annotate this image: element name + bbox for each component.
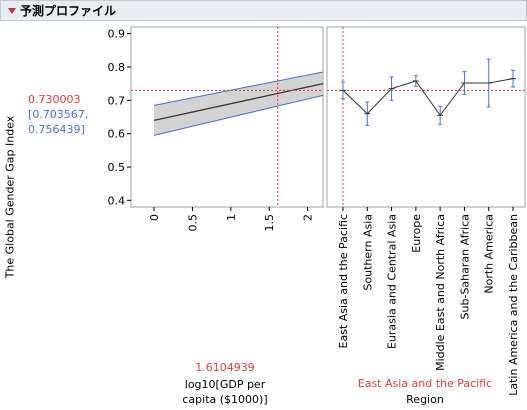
- category-tick-label[interactable]: Europe: [410, 214, 423, 253]
- region-profile-line: [342, 78, 514, 117]
- x-tick-label: 1.5: [263, 214, 276, 232]
- factor1-label-line1: log10[GDP per: [184, 378, 266, 391]
- disclosure-menu-icon[interactable]: [8, 7, 16, 14]
- page-title: 予測プロファイル: [20, 4, 117, 18]
- x-tick-label: 0: [148, 214, 161, 221]
- x-tick-label: 1: [225, 214, 238, 221]
- y-tick-label: 0.5: [108, 161, 126, 174]
- band-upper-line: [153, 71, 324, 106]
- category-tick-label[interactable]: North America: [483, 214, 496, 294]
- response-value[interactable]: 0.730003: [28, 93, 81, 106]
- y-tick-label: 0.9: [108, 28, 126, 41]
- confidence-band: [154, 72, 323, 136]
- band-lower-line: [153, 94, 324, 136]
- y-tick-label: 0.8: [108, 61, 126, 74]
- factor1-current-value[interactable]: 1.6104939: [195, 361, 255, 374]
- x-tick-label: 2: [302, 214, 315, 221]
- category-tick-label[interactable]: Southern Asia: [361, 214, 374, 291]
- factor2-current-value[interactable]: East Asia and the Pacific: [357, 377, 493, 390]
- factor1-label-line2: capita ($1000)]: [182, 393, 268, 406]
- response-ci-lower: [0.703567,: [28, 108, 89, 121]
- category-tick-label[interactable]: Latin America and the Caribbean: [507, 214, 520, 396]
- category-tick-label[interactable]: East Asia and the Pacific: [337, 214, 350, 348]
- category-tick-label[interactable]: Middle East and North Africa: [434, 214, 447, 371]
- profiler-header: 予測プロファイル: [0, 0, 527, 21]
- prediction-line: [153, 83, 324, 121]
- response-ci-upper: 0.756439]: [28, 123, 85, 136]
- y-tick-label: 0.6: [108, 128, 126, 141]
- y-tick-label: 0.4: [108, 194, 126, 207]
- y-tick-label: 0.7: [108, 94, 126, 107]
- panel-gdp-frame: [130, 26, 324, 208]
- panel-region-frame: [326, 26, 526, 208]
- category-tick-label[interactable]: Eurasia and Central Asia: [386, 214, 399, 349]
- x-tick-label: 0.5: [186, 214, 199, 232]
- category-tick-label[interactable]: Sub-Saharan Africa: [458, 214, 471, 319]
- factor2-label: Region: [406, 393, 444, 406]
